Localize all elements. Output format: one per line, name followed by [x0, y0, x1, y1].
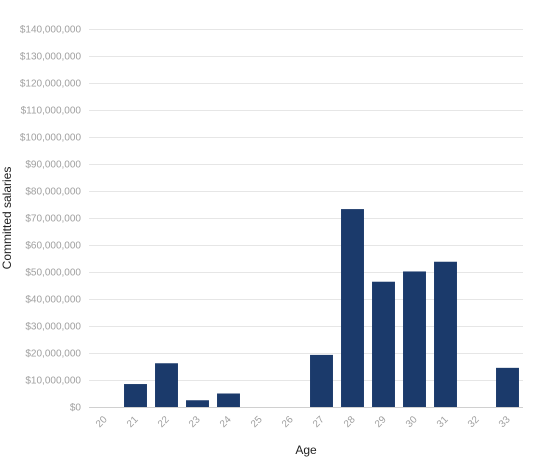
y-tick-label: $10,000,000	[25, 376, 81, 387]
bar	[217, 393, 240, 407]
x-tick-label: 20	[94, 414, 110, 430]
bar	[341, 209, 364, 407]
x-tick-label: 22	[156, 414, 172, 430]
y-tick-label: $140,000,000	[20, 25, 82, 36]
y-axis-ticks: $0 $10,000,000 $20,000,000 $30,000,000 $40,0…	[20, 25, 82, 414]
bar	[186, 400, 209, 407]
bar	[310, 354, 333, 407]
y-tick-label: $20,000,000	[25, 349, 81, 360]
x-axis-ticks: 20 21 22 23 24 25 26 27 28 29 30 31 32 33	[94, 414, 513, 430]
x-tick-label: 23	[187, 414, 203, 430]
y-tick-label: $0	[70, 403, 82, 414]
x-tick-label: 21	[125, 414, 141, 430]
x-tick-label: 28	[342, 414, 358, 430]
bar	[403, 271, 426, 407]
bar	[155, 363, 178, 407]
y-tick-label: $130,000,000	[20, 52, 82, 63]
y-tick-label: $40,000,000	[25, 295, 81, 306]
bar	[372, 281, 395, 407]
y-tick-label: $50,000,000	[25, 268, 81, 279]
x-tick-label: 29	[373, 414, 389, 430]
y-tick-label: $60,000,000	[25, 241, 81, 252]
y-tick-label: $110,000,000	[21, 106, 82, 117]
bar	[434, 261, 457, 407]
x-tick-label: 33	[497, 414, 513, 430]
x-tick-label: 27	[311, 414, 327, 430]
x-tick-label: 30	[404, 414, 420, 430]
x-tick-label: 24	[218, 414, 234, 430]
y-axis-title: Committed salaries	[0, 167, 14, 270]
x-axis-title: Age	[295, 443, 317, 457]
bar	[496, 367, 519, 407]
y-tick-label: $80,000,000	[25, 187, 81, 198]
x-tick-label: 26	[280, 414, 296, 430]
y-tick-label: $70,000,000	[25, 214, 81, 225]
y-tick-label: $100,000,000	[20, 133, 82, 144]
bars	[124, 209, 519, 407]
bar	[124, 384, 147, 407]
x-tick-label: 31	[435, 414, 451, 430]
y-tick-label: $30,000,000	[25, 322, 81, 333]
x-tick-label: 25	[249, 414, 265, 430]
y-gridlines	[89, 29, 523, 381]
y-tick-label: $120,000,000	[20, 79, 82, 90]
y-tick-label: $90,000,000	[25, 160, 81, 171]
x-tick-label: 32	[466, 414, 482, 430]
